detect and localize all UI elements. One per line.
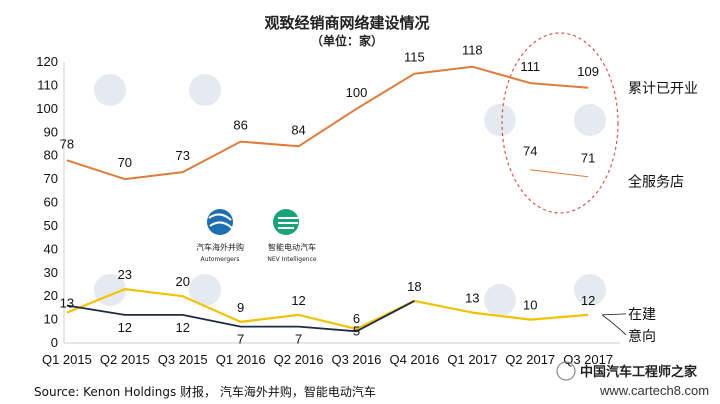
series-line-累计已开业 (66, 65, 589, 181)
series-layer (66, 65, 589, 333)
watermark-logo-mark (94, 74, 126, 106)
data-label: 6 (353, 311, 360, 326)
data-label: 12 (291, 293, 305, 308)
data-label: 78 (60, 136, 74, 151)
y-tick-labels: 0 10 20 30 40 50 60 70 80 90 100 110 120 (36, 54, 58, 350)
data-label: 70 (118, 155, 132, 170)
legend-leader (602, 313, 627, 316)
data-label: 7 (295, 332, 302, 347)
svg-text:智能电动汽车: 智能电动汽车 (268, 242, 316, 252)
y-tick-label: 110 (37, 77, 58, 92)
data-label: 71 (581, 151, 595, 166)
legend-label: 在建 (628, 307, 656, 323)
series-line-意向 (66, 300, 415, 333)
data-label: 13 (60, 296, 74, 311)
data-labels-layer: 78 70 73 86 84 100 115 118 111 109 74 71 13 23 20 9 12 6 1… (60, 43, 599, 347)
watermark-logo-mark (574, 104, 606, 136)
svg-text:中国汽车工程师之家: 中国汽车工程师之家 (580, 364, 698, 380)
x-tick-label: Q3 2016 (332, 352, 382, 367)
automergers-logo: 汽车海外并购 Automergers (196, 209, 244, 263)
x-tick-label: Q3 2015 (158, 352, 208, 367)
data-label: 20 (175, 274, 189, 289)
data-label: 9 (237, 300, 244, 315)
data-label: 12 (581, 293, 595, 308)
chart-title: 观致经销商网络建设情况 (264, 14, 429, 32)
x-tick-label: Q1 2015 (42, 352, 92, 367)
data-label: 13 (465, 291, 479, 306)
y-tick-label: 90 (44, 124, 58, 139)
cartech-watermark: 中国汽车工程师之家 www.cartech8.com (556, 361, 709, 398)
y-tick-label: 20 (44, 288, 58, 303)
series-line-全服务店 (530, 169, 589, 178)
data-label: 12 (175, 320, 189, 335)
background-watermarks (94, 74, 606, 316)
data-label: 74 (523, 144, 537, 159)
y-tick-label: 40 (44, 241, 58, 256)
data-label: 5 (353, 323, 360, 338)
data-label: 115 (404, 50, 425, 65)
y-tick-label: 120 (36, 54, 58, 69)
data-label: 12 (118, 320, 132, 335)
svg-text:汽车海外并购: 汽车海外并购 (196, 242, 244, 252)
x-tick-label: Q2 2016 (274, 352, 324, 367)
data-label: 84 (291, 122, 305, 137)
watermark-logo-mark (484, 284, 516, 316)
y-tick-label: 60 (44, 195, 58, 210)
legend-label: 全服务店 (628, 174, 684, 191)
data-label: 109 (577, 64, 599, 79)
chart-subtitle: （单位：家） (311, 33, 383, 48)
legend-leader (601, 314, 627, 336)
data-label: 86 (233, 118, 247, 133)
legend-label: 意向 (628, 328, 656, 345)
series-line-在建 (66, 288, 589, 330)
source-note: Source: Kenon Holdings 财报， 汽车海外并购，智能电动汽车 (34, 384, 376, 399)
svg-text:Automergers: Automergers (201, 256, 240, 263)
watermark-logo-mark (189, 274, 221, 306)
watermark-logo-mark (574, 274, 606, 306)
data-label: 111 (520, 59, 540, 74)
x-tick-label: Q3 2017 (563, 352, 613, 367)
y-tick-label: 50 (44, 218, 58, 233)
y-tick-label: 70 (44, 171, 58, 186)
data-label: 100 (346, 85, 368, 100)
x-tick-label: Q1 2016 (216, 352, 266, 367)
nev-intelligence-logo: 智能电动汽车 NEV Intelligence (267, 209, 317, 263)
x-tick-label: Q4 2016 (389, 352, 439, 367)
data-label: 18 (407, 279, 421, 294)
svg-text:NEV Intelligence: NEV Intelligence (267, 256, 317, 263)
svg-text:www.cartech8.com: www.cartech8.com (599, 383, 709, 398)
y-tick-label: 100 (36, 101, 58, 116)
y-tick-label: 10 (44, 312, 58, 327)
data-label: 73 (175, 148, 189, 163)
watermark-logo-mark (484, 104, 516, 136)
x-tick-label: Q1 2017 (447, 352, 497, 367)
highlight-ellipse (501, 32, 619, 214)
x-tick-label: Q2 2015 (100, 352, 150, 367)
y-tick-label: 0 (51, 335, 58, 350)
data-label: 7 (237, 332, 244, 347)
data-label: 23 (118, 267, 132, 282)
legend-label: 累计已开业 (628, 81, 698, 97)
x-tick-labels: Q1 2015 Q2 2015 Q3 2015 Q1 2016 Q2 2016 Q3 20… (42, 352, 613, 367)
watermark-logo-mark (189, 74, 221, 106)
data-label: 118 (462, 43, 483, 58)
y-tick-label: 30 (44, 265, 58, 280)
y-tick-label: 80 (44, 148, 58, 163)
x-tick-label: Q2 2017 (505, 352, 555, 367)
data-label: 10 (523, 298, 537, 313)
